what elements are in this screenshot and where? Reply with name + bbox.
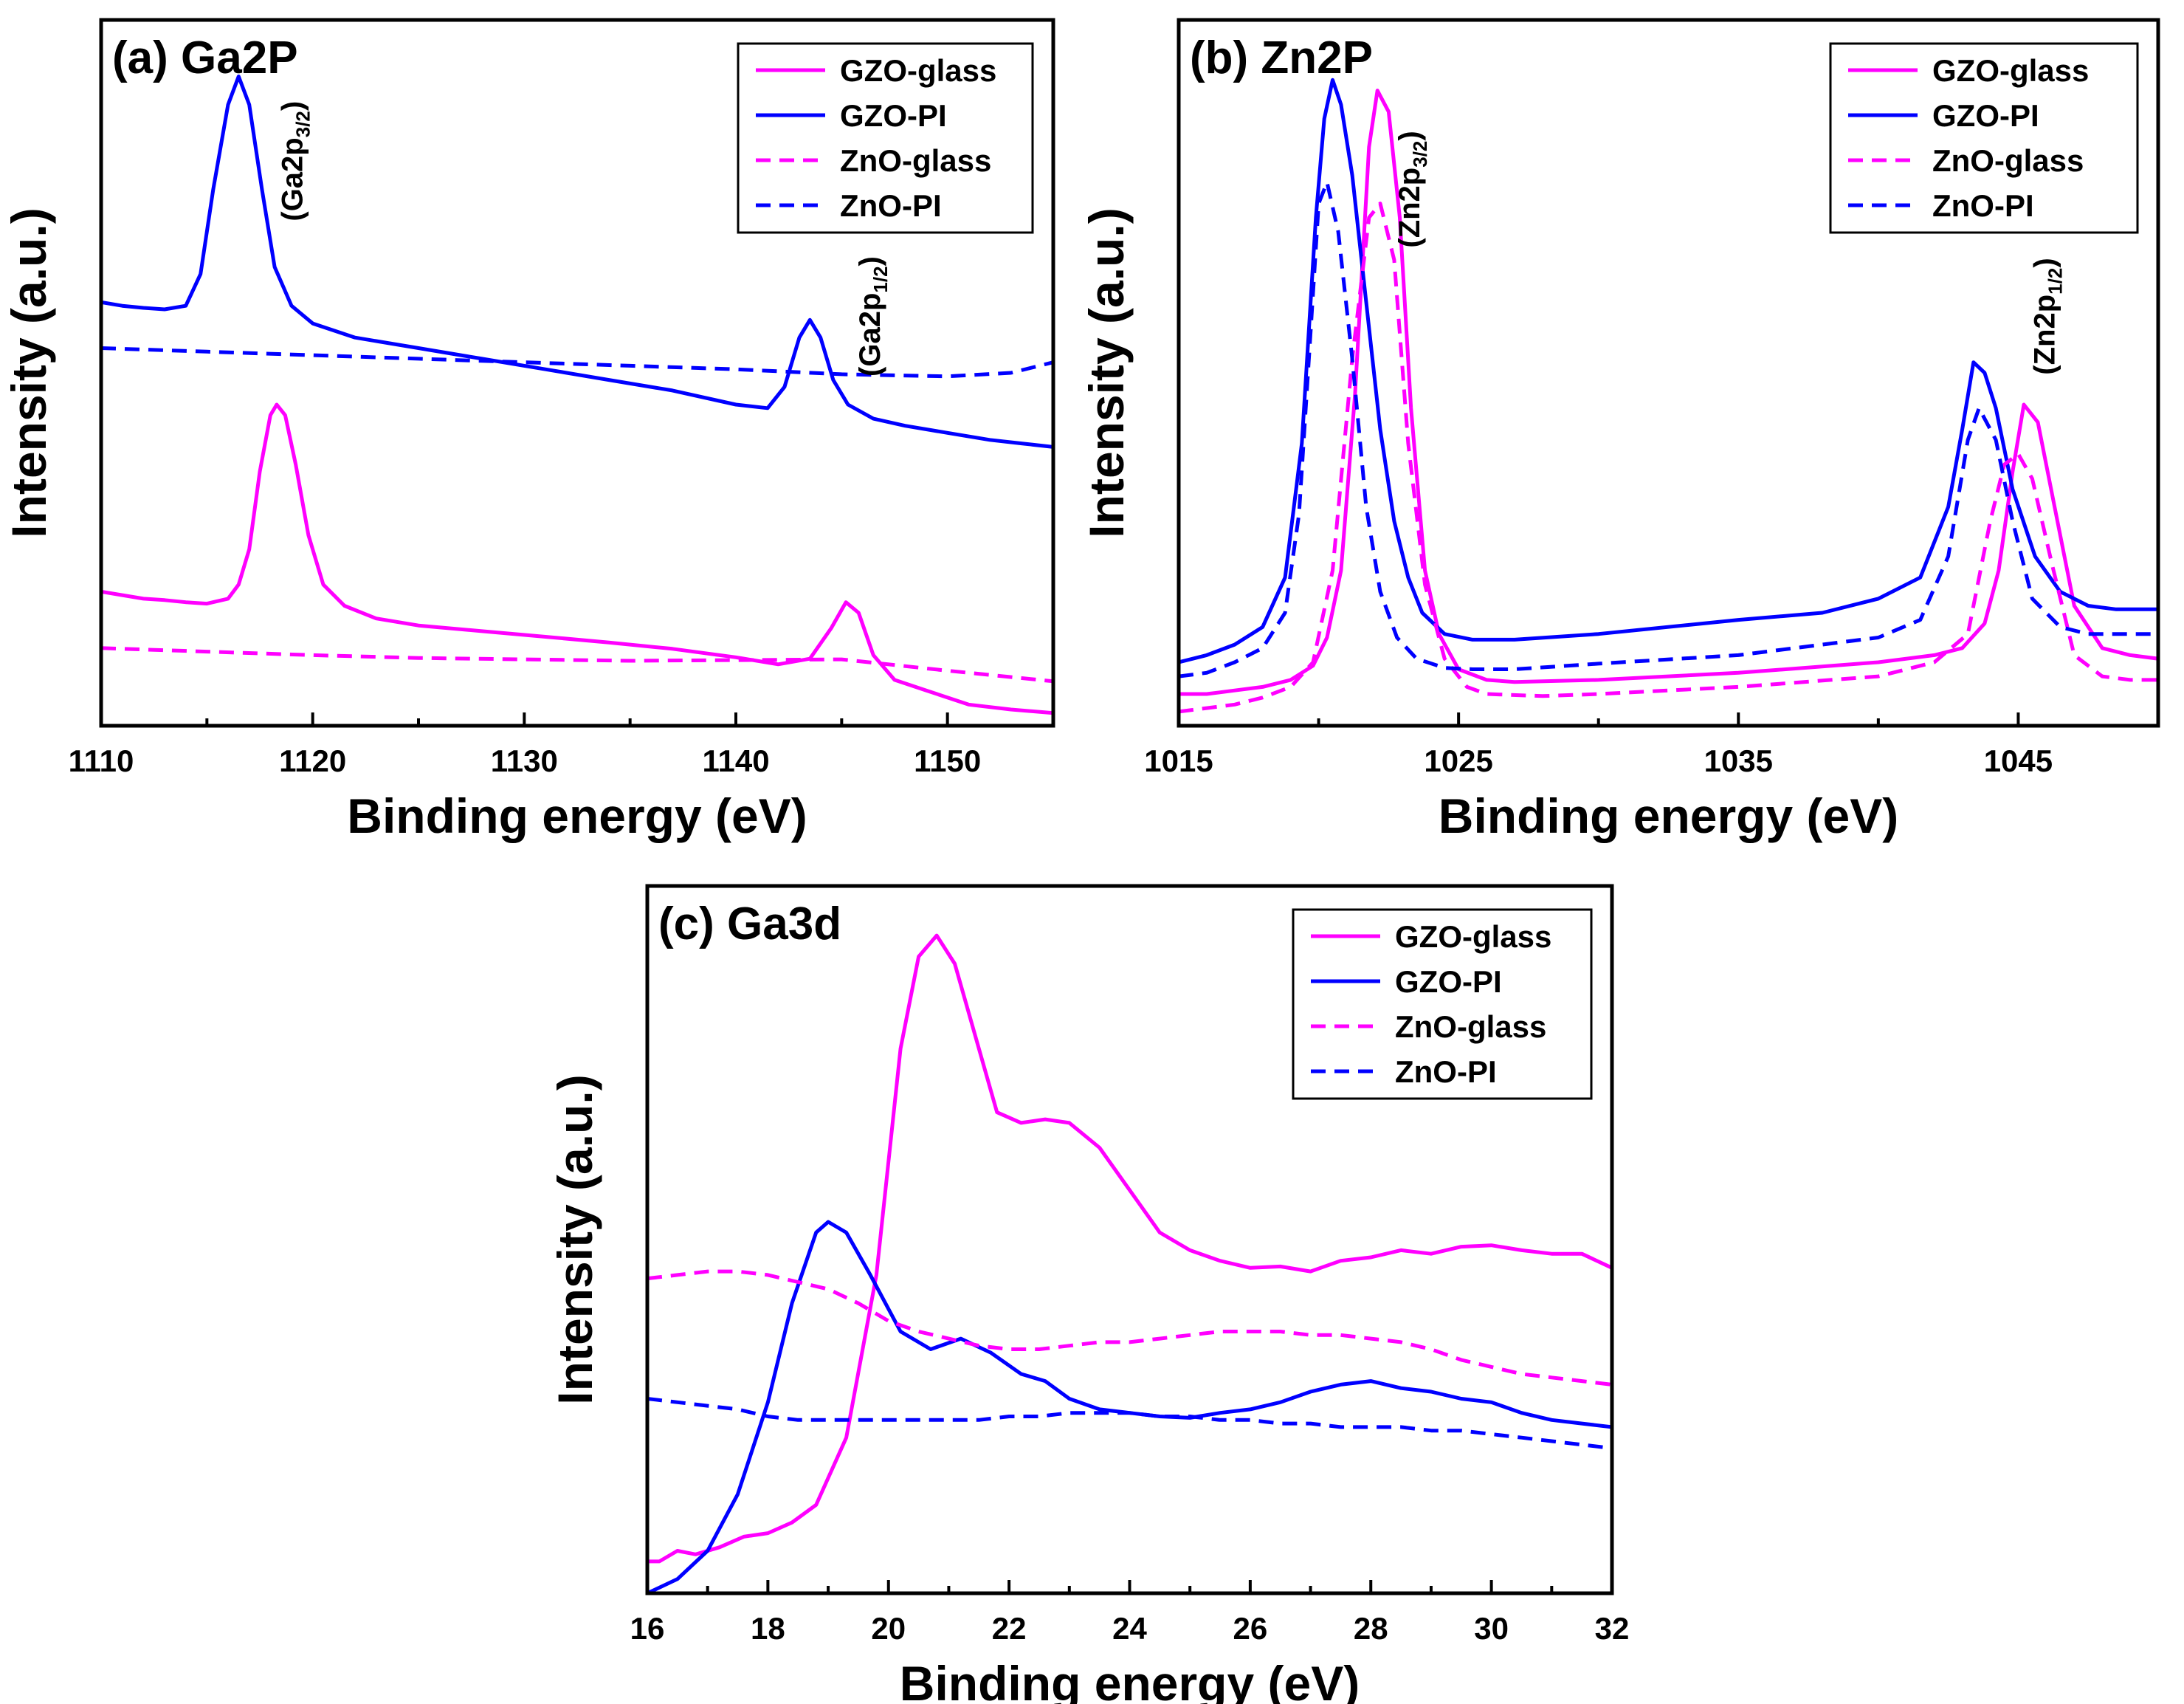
series-group: [647, 933, 1612, 1593]
legend-box: [1292, 908, 1593, 1100]
legend-label: GZO-PI: [1395, 964, 1502, 999]
x-tick-label: 1045: [1984, 743, 2053, 778]
legend: GZO-glass GZO-PI ZnO-glass ZnO-PI: [1292, 908, 1593, 1100]
legend-label: GZO-glass: [1395, 919, 1551, 954]
legend-label: GZO-PI: [1932, 98, 2039, 133]
x-tick-label: 16: [630, 1611, 665, 1646]
series-group: [101, 75, 1053, 715]
x-tick-label: 28: [1354, 1611, 1388, 1646]
legend-box: [1829, 42, 2139, 234]
series-line-gzo-glass: [1179, 89, 2158, 696]
plot-frame: [99, 18, 1055, 728]
series-group: [1179, 78, 2158, 714]
x-tick-label: 1130: [491, 743, 558, 778]
panel-b: 1015 1025 1035 1045 Binding energy (eV) Inten…: [1079, 18, 2160, 843]
panel-title: (a) Ga2P: [112, 32, 298, 83]
peak-annotation: (Zn2p3/2): [1394, 131, 1431, 247]
series-line-zno-glass: [1179, 202, 2158, 714]
x-tick-label: 20: [871, 1611, 906, 1646]
x-tick-label: 1150: [914, 743, 981, 778]
legend-label: GZO-glass: [1932, 53, 2089, 88]
legend: GZO-glass GZO-PI ZnO-glass ZnO-PI: [1829, 42, 2139, 234]
x-axis-title: Binding energy (eV): [347, 789, 807, 843]
legend-label: ZnO-PI: [1395, 1054, 1497, 1089]
y-axis-title: Intensity (a.u.): [1, 207, 56, 537]
x-tick-label: 30: [1474, 1611, 1509, 1646]
panel-a: 1110 1120 1130 1140 1150 Binding energy (eV) I…: [1, 18, 1055, 843]
series-line-zno-glass: [101, 646, 1053, 684]
series-line-gzo-pi: [647, 1220, 1612, 1593]
legend-label: ZnO-glass: [840, 143, 991, 178]
x-tick-label: 1035: [1704, 743, 1773, 778]
x-tick-label: 32: [1595, 1611, 1630, 1646]
panel-title: (c) Ga3d: [658, 899, 841, 949]
series-line-zno-pi: [101, 346, 1053, 379]
legend-label: ZnO-glass: [1395, 1009, 1546, 1044]
legend-label: GZO-glass: [840, 53, 996, 88]
legend-box: [737, 42, 1034, 234]
series-line-gzo-pi: [101, 75, 1053, 449]
legend-label: GZO-PI: [840, 98, 947, 133]
x-tick-label: 22: [992, 1611, 1027, 1646]
x-tick-label: 24: [1112, 1611, 1147, 1646]
x-tick-label: 1120: [279, 743, 346, 778]
panel-c: 16 18 20 22 24 26 28 30 32 Binding energy (eV) Int…: [548, 884, 1630, 1704]
series-line-gzo-pi: [1179, 78, 2158, 664]
panel-title: (b) Zn2P: [1190, 32, 1373, 83]
x-tick-label: 18: [751, 1611, 785, 1646]
x-tick-label: 1110: [69, 743, 134, 778]
peak-annotation: (Ga2p3/2): [276, 101, 314, 221]
x-tick-label: 1140: [702, 743, 769, 778]
legend-label: ZnO-glass: [1932, 143, 2084, 178]
series-line-gzo-glass: [647, 933, 1612, 1564]
legend: GZO-glass GZO-PI ZnO-glass ZnO-PI: [737, 42, 1034, 234]
peak-annotation: (Zn2p1/2): [2029, 258, 2067, 374]
y-axis-title: Intensity (a.u.): [548, 1074, 602, 1404]
x-tick-label: 26: [1233, 1611, 1268, 1646]
x-axis-title: Binding energy (eV): [1439, 789, 1898, 843]
peak-annotation: (Ga2p1/2): [854, 256, 892, 377]
series-line-zno-pi: [1179, 180, 2158, 678]
legend-label: ZnO-PI: [840, 188, 942, 223]
series-line-zno-pi: [647, 1397, 1612, 1451]
plot-frame: [1177, 18, 2160, 728]
x-tick-label: 1025: [1424, 743, 1492, 778]
x-tick-label: 1015: [1144, 743, 1213, 778]
x-axis-title: Binding energy (eV): [900, 1656, 1360, 1704]
series-line-zno-glass: [647, 1269, 1612, 1387]
y-axis-title: Intensity (a.u.): [1079, 207, 1134, 537]
legend-label: ZnO-PI: [1932, 188, 2034, 223]
series-line-gzo-glass: [101, 402, 1053, 715]
